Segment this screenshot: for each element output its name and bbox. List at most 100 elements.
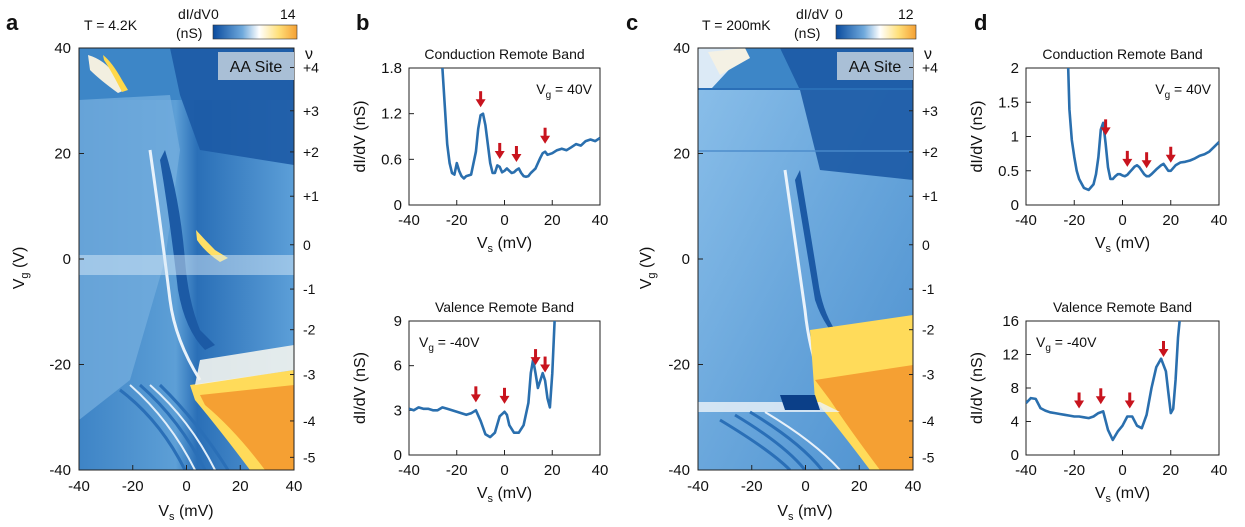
nu-tick-label: +4 [922,60,938,76]
peak-arrow [511,145,522,162]
peak-arrow-head [1124,400,1135,409]
peak-arrow [530,349,541,366]
y-axis-label-text: dI/dV (nS) [969,352,986,424]
y-tick-label: 16 [1002,313,1019,330]
x-tick-label: 40 [286,478,303,495]
axes-a: -40 -20 0 20 40 -40 -20 0 20 40 +4 +3 +2 +1 0 -1 -2 -3 -4 -… [49,40,319,495]
x-tick-label: 0 [801,478,809,495]
y-tick-label: 40 [54,40,71,57]
y-axis-label-text: dI/dV (nS) [352,352,369,424]
plot-b-bottom: Valence Remote Band -40 -20 0 20 40 0 3 6 9 Vg = -… [352,299,608,505]
plot-b-top: Conduction Remote Band -40 -20 0 20 40 0 0.6 1.2… [352,46,608,255]
series-line [441,68,600,180]
nu-label-c: ν [924,46,932,63]
y-tick-label: 4 [1011,414,1019,431]
peak-arrow-head [1095,396,1106,405]
colorbar-title-a: dI/dV [178,6,211,22]
nu-tick-label: -1 [303,281,316,297]
y-axis-label: dI/dV (nS) [352,352,369,424]
peak-arrow-head [475,99,486,108]
y-tick-label: 1 [1011,129,1019,146]
x-tick-label: 40 [1211,212,1228,229]
colorbar-min-c: 0 [835,6,843,22]
series-line [1066,68,1219,192]
y-axis-label-text: dI/dV (nS) [969,100,986,172]
x-tick-label: -20 [446,462,468,479]
x-tick-label: -40 [68,478,90,495]
y-tick-label: 40 [673,40,690,57]
y-tick-label: 9 [394,313,402,330]
x-axis-label: Vs (mV) [1095,235,1150,255]
x-tick-label: 0 [500,462,508,479]
nu-tick-label: +1 [922,188,938,204]
x-tick-label: -40 [687,478,709,495]
nu-tick-label: -3 [922,367,935,383]
panel-label-c: c [626,10,638,35]
y-tick-label: 0 [1011,447,1019,464]
panel-b: b Conduction Remote Band -40 -20 0 20 40 0 0.6 1… [352,10,608,505]
svg-text:Vg (V): Vg (V) [11,247,31,290]
nu-tick-label: +3 [922,103,938,119]
peak-arrow-head [1141,160,1152,169]
nu-tick-label: 0 [922,237,930,253]
colorbar-c [835,24,917,40]
colorbar-unit-c: (nS) [794,25,820,41]
y-tick-label: -20 [668,357,690,374]
y-axis-label-text: dI/dV (nS) [352,100,369,172]
peak-arrow-head [470,394,481,403]
x-tick-label: -40 [1015,462,1037,479]
peak-arrow [494,142,505,159]
y-tick-label: 0 [394,197,402,214]
nu-tick-label: -1 [922,281,935,297]
x-tick-label: 40 [1211,462,1228,479]
peak-arrow-head [540,135,551,144]
peak-arrow-head [1074,400,1085,409]
peak-arrow [1158,340,1169,357]
peak-arrow [1074,392,1085,409]
heatmap-a [79,48,294,470]
xlabel-c: Vs (mV) [777,503,832,523]
y-tick-label: -40 [49,462,71,479]
x-tick-label: 0 [1118,462,1126,479]
peak-arrow [1122,150,1133,167]
peak-arrow [540,127,551,144]
y-tick-label: 0 [1011,197,1019,214]
vg-annotation: Vg = -40V [419,334,480,354]
series-line [409,321,556,439]
nu-tick-label: +4 [303,60,319,76]
nu-tick-label: +2 [303,144,319,160]
peak-arrow [470,386,481,403]
temperature-label-a: T = 4.2K [84,17,138,33]
peak-arrow-head [494,150,505,159]
x-tick-label: -20 [446,212,468,229]
peak-arrow-head [499,395,510,404]
nu-tick-label: +1 [303,188,319,204]
plot-title: Conduction Remote Band [424,46,584,62]
peak-arrow [1124,392,1135,409]
x-axis-label: Vs (mV) [477,485,532,505]
y-tick-label: 0 [682,251,690,268]
plot-title: Conduction Remote Band [1042,46,1202,62]
series-line [1026,321,1181,442]
nu-tick-label: -4 [303,413,316,429]
x-tick-label: 0 [182,478,190,495]
x-tick-label: 0 [500,212,508,229]
colorbar-max-c: 12 [898,6,914,22]
site-label-box-c [837,52,913,80]
peak-arrow [1095,388,1106,405]
y-tick-label: -20 [49,357,71,374]
peak-arrow-head [540,364,551,373]
y-tick-label: 20 [673,146,690,163]
plot-d-top: Conduction Remote Band -40 -20 0 20 40 0 0.5 1 1.… [969,46,1227,255]
peak-arrow [1141,152,1152,169]
x-tick-label: -40 [398,462,420,479]
x-tick-label: 20 [851,478,868,495]
y-tick-label: 0.6 [381,151,402,168]
panel-label-b: b [356,10,369,35]
x-axis-label-text: Vs (mV) [1095,235,1150,255]
peak-arrow [1100,119,1111,136]
peak-arrow-head [511,153,522,162]
y-tick-label: 0.5 [998,163,1019,180]
panel-c: c T = 200mK dI/dV (nS) 0 12 AA [626,6,938,523]
